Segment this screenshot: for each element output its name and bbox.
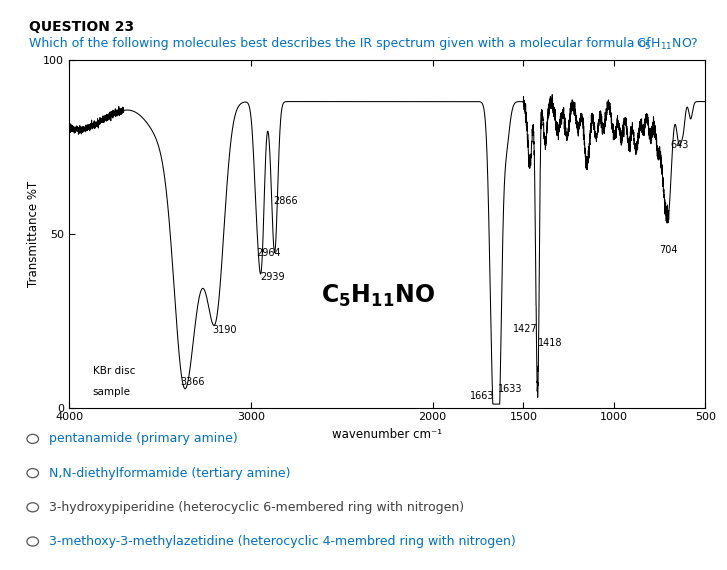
Text: 1633: 1633 [499, 384, 523, 394]
Text: 1427: 1427 [513, 324, 537, 334]
Text: pentanamide (primary amine): pentanamide (primary amine) [49, 433, 238, 445]
Text: QUESTION 23: QUESTION 23 [29, 20, 134, 34]
Text: 1663: 1663 [470, 390, 494, 401]
Text: $\mathbf{C_5H_{11}NO}$: $\mathbf{C_5H_{11}NO}$ [321, 283, 435, 310]
Text: N,N-diethylformamide (tertiary amine): N,N-diethylformamide (tertiary amine) [49, 467, 290, 479]
Text: 3-hydroxypiperidine (heterocyclic 6-membered ring with nitrogen): 3-hydroxypiperidine (heterocyclic 6-memb… [49, 501, 464, 514]
Text: 643: 643 [670, 140, 688, 150]
Text: $\mathregular{C_5H_{11}NO}$?: $\mathregular{C_5H_{11}NO}$? [636, 37, 699, 52]
Text: 3190: 3190 [213, 324, 237, 335]
Text: 3366: 3366 [180, 377, 205, 386]
Text: 2964: 2964 [256, 248, 281, 258]
Text: 2866: 2866 [274, 196, 298, 206]
Text: 3-methoxy-3-methylazetidine (heterocyclic 4-membred ring with nitrogen): 3-methoxy-3-methylazetidine (heterocycli… [49, 535, 515, 548]
Text: 704: 704 [659, 245, 678, 255]
Text: sample: sample [93, 387, 131, 397]
Text: 1418: 1418 [538, 338, 562, 348]
Text: Which of the following molecules best describes the IR spectrum given with a mol: Which of the following molecules best de… [29, 37, 655, 50]
X-axis label: wavenumber cm⁻¹: wavenumber cm⁻¹ [332, 428, 442, 441]
Text: 2939: 2939 [260, 272, 285, 282]
Y-axis label: Transmittance %T: Transmittance %T [28, 181, 41, 287]
Text: KBr disc: KBr disc [93, 367, 135, 376]
